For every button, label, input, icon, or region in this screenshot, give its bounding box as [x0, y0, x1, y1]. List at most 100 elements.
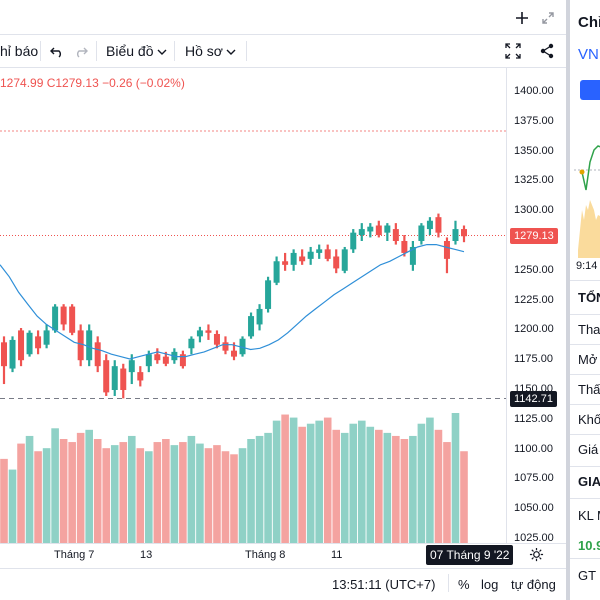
chevron-down-icon[interactable] — [226, 48, 236, 56]
price-tick-label: 1175.00 — [514, 353, 553, 366]
volume-bar — [136, 448, 145, 543]
panel-divider — [570, 434, 600, 435]
profile-button[interactable]: Hồ sơ — [185, 43, 223, 59]
volume-bar — [17, 443, 25, 543]
volume-bar — [119, 442, 128, 543]
volume-bar — [323, 417, 332, 543]
plus-icon[interactable] — [515, 11, 529, 25]
panel-symbol[interactable]: VNI — [578, 46, 600, 63]
volume-bar — [145, 451, 153, 543]
percent-toggle[interactable]: % — [458, 577, 470, 592]
candle — [213, 330, 220, 349]
volume-bar — [443, 442, 451, 543]
candle — [52, 304, 59, 333]
redo-icon[interactable] — [74, 44, 88, 58]
volume-bar — [400, 439, 409, 543]
price-axis-border — [506, 67, 507, 543]
panel-row: Khối — [578, 412, 600, 427]
log-toggle[interactable]: log — [481, 577, 499, 592]
candle — [137, 366, 144, 387]
volume-bar — [289, 417, 298, 543]
candle — [43, 324, 50, 349]
candle — [26, 330, 33, 357]
volume-bar — [375, 429, 383, 543]
candle — [443, 237, 450, 274]
candle — [290, 249, 297, 271]
top-bar — [0, 0, 566, 34]
clock-display[interactable]: 13:51:11 (UTC+7) — [332, 577, 436, 592]
toolbar-separator — [174, 41, 175, 61]
volume-bar — [409, 435, 417, 543]
fullscreen-icon[interactable] — [505, 43, 521, 59]
price-tick-label: 1250.00 — [514, 263, 554, 276]
candle — [111, 360, 118, 396]
chart-type-button[interactable]: Biểu đồ — [106, 43, 154, 59]
candle — [273, 256, 280, 286]
volume-bar — [298, 426, 306, 543]
candle — [77, 324, 84, 367]
candle — [426, 217, 433, 236]
volume-bar — [153, 442, 162, 543]
candle — [367, 223, 374, 238]
auto-toggle[interactable]: tự động — [511, 577, 556, 592]
panel-value: 10.9 — [578, 538, 600, 553]
price-chart[interactable] — [0, 67, 506, 543]
crosshair-price-badge: 1142.71 — [510, 391, 557, 407]
candle — [120, 363, 127, 399]
panel-time: 9:14 — [576, 260, 598, 272]
expand-icon[interactable] — [541, 11, 555, 25]
volume-bar — [306, 423, 315, 543]
chevron-down-icon[interactable] — [157, 48, 167, 56]
panel-divider — [570, 280, 600, 281]
volume-bar — [102, 448, 111, 543]
candle — [239, 336, 246, 357]
share-icon[interactable] — [539, 43, 555, 59]
candle — [256, 304, 263, 331]
time-label: 11 — [331, 549, 343, 561]
volume-bar — [110, 445, 119, 543]
volume-bars — [0, 413, 468, 543]
panel-action-button[interactable] — [580, 80, 600, 100]
price-tick-label: 1075.00 — [514, 472, 554, 485]
panel-row: KL M — [578, 508, 600, 523]
volume-bar — [357, 420, 366, 543]
candle — [341, 246, 348, 274]
volume-bar — [272, 420, 281, 543]
panel-section-header: GIA — [578, 474, 600, 489]
volume-bar — [264, 432, 272, 543]
volume-bar — [349, 423, 358, 543]
candle — [333, 249, 340, 274]
time-label: Tháng 7 — [54, 549, 95, 561]
candle — [9, 336, 16, 373]
volume-bar — [0, 458, 8, 543]
volume-bar — [417, 423, 426, 543]
candle — [60, 304, 67, 331]
panel-row: Giá t — [578, 442, 600, 457]
settings-icon[interactable] — [529, 547, 544, 562]
candle — [461, 225, 467, 243]
volume-bar — [383, 432, 392, 543]
volume-bar — [59, 439, 68, 543]
price-tick-label: 1325.00 — [514, 174, 554, 187]
indicators-button[interactable]: hỉ báo — [0, 43, 39, 59]
volume-bar — [76, 432, 85, 543]
volume-bar — [247, 439, 255, 543]
volume-bar — [93, 439, 102, 543]
candle — [401, 235, 408, 257]
candle — [35, 330, 42, 355]
chart-toolbar: hỉ báo Biểu đồ Hồ sơ — [0, 34, 566, 68]
candle — [384, 223, 391, 241]
crosshair-date-badge: 07 Tháng 9 '22 — [426, 545, 514, 565]
volume-bar — [162, 439, 170, 543]
price-tick-label: 1200.00 — [514, 323, 554, 336]
volume-bar — [434, 429, 443, 543]
panel-row: GT M — [578, 568, 600, 583]
candle — [128, 354, 135, 385]
volume-bar — [451, 413, 460, 543]
undo-icon[interactable] — [50, 44, 64, 58]
volume-bar — [255, 435, 264, 543]
volume-bar — [25, 435, 34, 543]
volume-bar — [238, 448, 247, 543]
volume-bar — [281, 414, 289, 543]
candle — [452, 220, 459, 245]
